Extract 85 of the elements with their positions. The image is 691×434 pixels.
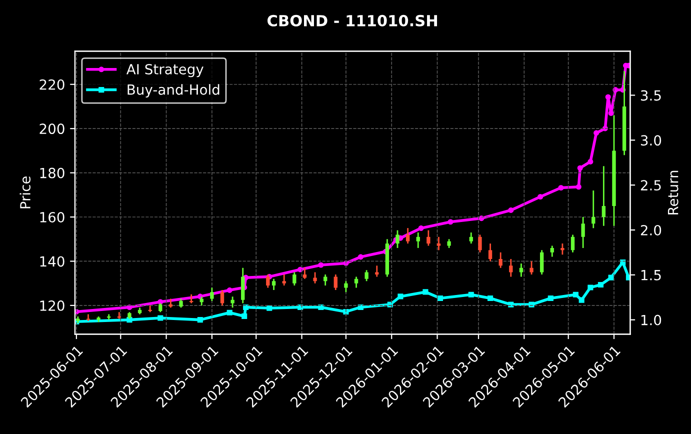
point — [488, 295, 494, 302]
point — [598, 282, 604, 288]
point — [577, 165, 583, 171]
candlestick — [469, 232, 473, 244]
point — [126, 304, 132, 310]
y2-tick-label: 1.0 — [641, 314, 662, 326]
y2-tick-label: 3.5 — [640, 90, 661, 101]
candlestick — [344, 280, 348, 293]
candlestick — [581, 216, 585, 249]
y2-tick-label: 1.5 — [641, 270, 661, 280]
candlestick — [602, 165, 606, 227]
y2-axis-title: Return — [668, 170, 678, 214]
point — [358, 304, 364, 310]
point — [548, 295, 554, 302]
point — [468, 292, 474, 298]
point — [343, 308, 349, 314]
point — [508, 207, 514, 213]
point — [528, 302, 534, 308]
candlestick — [210, 287, 214, 302]
candlestick — [406, 227, 410, 244]
candlestick — [550, 245, 554, 258]
candlestick — [592, 190, 596, 229]
point — [620, 260, 626, 266]
point — [588, 158, 594, 164]
point — [578, 297, 584, 303]
point — [418, 225, 424, 231]
y-axis-title: Price — [20, 176, 30, 208]
candlestick — [272, 278, 276, 291]
candlestick — [498, 252, 502, 269]
point — [437, 295, 443, 302]
candlestick — [509, 258, 513, 278]
candlestick — [230, 296, 234, 308]
point — [226, 310, 232, 316]
legend-label: Buy-and-Hold — [128, 84, 220, 98]
candlestick — [354, 276, 358, 288]
point — [422, 289, 428, 295]
candlestick — [560, 242, 564, 256]
candlestick — [478, 234, 482, 254]
candlestick — [416, 232, 420, 249]
candlestick — [220, 289, 224, 306]
candlestick — [530, 260, 534, 276]
point — [576, 184, 582, 190]
point — [158, 299, 164, 305]
point — [572, 292, 578, 298]
y2-tick-label: 2.0 — [640, 224, 662, 236]
point — [226, 287, 232, 293]
y2-tick-label: 2.5 — [640, 180, 661, 191]
candlestick — [313, 272, 317, 284]
point — [126, 317, 132, 323]
point — [594, 130, 600, 136]
legend-label: AI Strategy — [126, 64, 204, 78]
candlestick — [282, 274, 286, 286]
point — [318, 304, 324, 310]
y-tick-label: 140 — [40, 256, 64, 267]
y-tick-label: 200 — [40, 124, 64, 134]
point — [608, 274, 614, 280]
candlestick — [364, 269, 368, 282]
candlestick — [323, 274, 328, 286]
chart-title: CBOND - 111010.SH — [268, 14, 438, 26]
candlestick — [334, 274, 338, 291]
point — [197, 317, 203, 323]
point — [538, 194, 544, 200]
y-tick-label: 220 — [40, 79, 64, 90]
candlestick — [519, 262, 524, 278]
point — [298, 266, 304, 272]
point — [558, 184, 564, 191]
candlestick — [426, 230, 430, 246]
candlestick — [436, 236, 441, 251]
point — [588, 284, 594, 290]
y-tick-label: 160 — [40, 212, 64, 222]
candlestick — [488, 242, 492, 262]
candlestick — [570, 234, 575, 254]
candlestick — [292, 272, 296, 286]
point — [398, 294, 404, 300]
point — [448, 219, 454, 225]
point — [605, 94, 611, 100]
point — [318, 262, 324, 268]
y2-tick-label: 3.0 — [640, 135, 662, 146]
point — [158, 315, 164, 321]
point — [242, 313, 248, 319]
candlestick — [540, 249, 544, 276]
y-tick-label: 120 — [40, 300, 64, 311]
y-tick-label: 180 — [40, 168, 64, 178]
point — [266, 305, 272, 311]
point — [358, 254, 364, 260]
